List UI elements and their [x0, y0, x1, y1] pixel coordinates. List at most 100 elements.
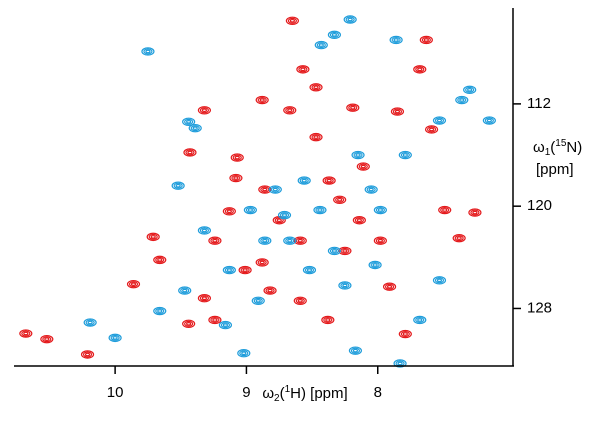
peak — [277, 210, 292, 220]
peak — [141, 47, 155, 56]
peak — [343, 15, 357, 24]
peak-contour — [80, 350, 95, 359]
peak-contour — [345, 16, 355, 23]
peak-contour — [108, 333, 122, 343]
peak-contour — [184, 320, 194, 327]
peak-contour — [390, 107, 405, 116]
peak — [182, 319, 196, 329]
peak-contour — [182, 319, 196, 329]
peak-contour — [306, 268, 313, 272]
peak-contour — [368, 260, 382, 270]
peak-contour — [337, 197, 343, 202]
peak-contour — [452, 233, 466, 243]
peak-contour — [382, 282, 397, 291]
peak-contour — [210, 316, 220, 323]
peak — [364, 185, 378, 194]
peak — [283, 106, 297, 115]
peak — [313, 205, 327, 215]
peak-contour — [373, 236, 387, 245]
peak — [424, 125, 439, 134]
peak — [263, 286, 277, 295]
peak-contour — [146, 232, 160, 242]
x-label-part: ω — [262, 385, 274, 402]
y-axis-unit: [ppm] — [536, 161, 574, 178]
x-tick-label: 9 — [242, 384, 250, 401]
y-label-part: N) — [566, 139, 582, 156]
peak-contour — [230, 153, 244, 162]
peak-contour — [255, 298, 261, 303]
y-label-part: 1 — [545, 147, 551, 158]
peak-contour — [352, 348, 359, 353]
peak-contour — [398, 329, 412, 339]
peak-contour — [484, 117, 494, 124]
peak-contour — [400, 331, 410, 338]
peak-contour — [247, 208, 253, 212]
peak-contour — [210, 237, 220, 244]
peak-contour — [297, 176, 311, 185]
peak-contour — [188, 123, 202, 133]
y-label-part: 15 — [555, 138, 567, 149]
peak-contour — [348, 346, 363, 355]
peak-contour — [276, 218, 282, 223]
peak-contour — [454, 235, 464, 242]
peak-contour — [355, 153, 361, 157]
peak — [482, 116, 496, 125]
peak-contour — [419, 35, 433, 45]
peak-contour — [171, 181, 185, 190]
peak-contour — [436, 118, 443, 123]
peak-contour — [389, 35, 403, 45]
peak-contour — [434, 117, 445, 124]
peak-contour — [321, 315, 335, 325]
peak-contour — [285, 107, 295, 114]
peak-contour — [224, 208, 234, 215]
peak — [222, 207, 236, 216]
peak — [222, 265, 236, 275]
peak — [229, 173, 243, 183]
peak-contour — [327, 246, 342, 256]
peak — [413, 65, 427, 74]
peak — [432, 116, 447, 125]
peak-contour — [392, 108, 403, 115]
peak-contour — [470, 209, 480, 216]
peak — [468, 208, 482, 217]
peak — [463, 85, 477, 95]
peak-contour — [157, 258, 163, 262]
peak-contour — [358, 163, 368, 170]
peak-contour — [187, 150, 193, 155]
peak-contour — [327, 30, 342, 40]
peak-contour — [311, 84, 321, 91]
peak-contour — [82, 351, 93, 358]
x-label-part: ( — [280, 385, 285, 402]
peak-contour — [402, 332, 408, 336]
peak-contour — [128, 281, 139, 288]
peak-contour — [281, 213, 288, 217]
peak-contour — [130, 282, 137, 286]
peak-contour — [316, 42, 326, 49]
peak — [126, 279, 141, 289]
peak-contour — [296, 65, 310, 74]
peak — [243, 205, 257, 215]
peak — [389, 35, 403, 45]
peak-contour — [253, 297, 263, 304]
y-axis-label: ω1(15N) — [533, 138, 582, 158]
peak — [419, 35, 433, 45]
peak-contour — [233, 176, 239, 180]
peak-contour — [377, 238, 383, 243]
peak-contour — [185, 149, 195, 156]
peak — [327, 246, 342, 256]
peak — [80, 350, 95, 359]
peak-contour — [112, 336, 118, 340]
peak-contour — [323, 316, 333, 323]
peak-contour — [263, 286, 277, 295]
x-label-part: 2 — [274, 393, 280, 404]
peak — [309, 132, 323, 142]
peak-contour — [182, 288, 188, 293]
peak-contour — [238, 265, 252, 275]
peak-contour — [417, 318, 423, 322]
peak-contour — [394, 109, 401, 114]
peak — [153, 255, 167, 265]
peak — [208, 236, 222, 245]
peak-contour — [350, 347, 361, 354]
peak-contour — [313, 85, 319, 90]
peak-contour — [335, 196, 345, 203]
